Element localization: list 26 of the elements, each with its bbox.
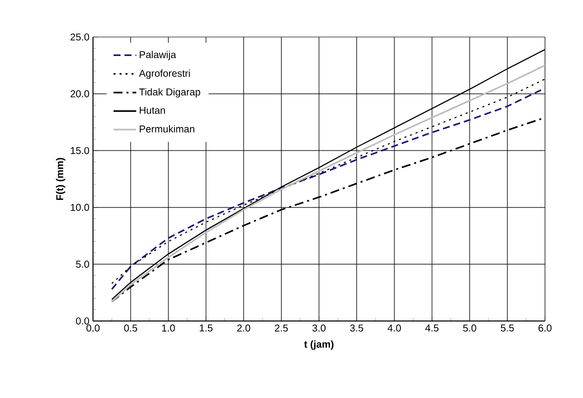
x-tick-label: 4.5	[425, 324, 439, 332]
x-tick-label: 0.5	[124, 324, 138, 332]
x-tick-label: 0.0	[86, 324, 100, 332]
legend-label: Hutan	[140, 106, 165, 114]
x-tick-label: 5.5	[500, 324, 514, 332]
x-tick-label: 1.5	[200, 324, 213, 332]
y-tick-label: 25.0	[70, 33, 90, 41]
y-axis-title: F(t) (mm)	[56, 158, 66, 200]
y-tick-label: 20.0	[70, 90, 90, 98]
x-tick-label: 4.0	[388, 324, 401, 332]
x-tick-label: 3.0	[312, 324, 326, 332]
x-axis-title: t (jam)	[304, 340, 334, 350]
legend-label: Agroforestri	[139, 70, 190, 79]
y-tick-label: 10.0	[70, 204, 90, 211]
y-tick-label: 0.0	[76, 317, 90, 325]
x-tick-label: 1.0	[162, 324, 175, 332]
x-tick-label: 2.0	[237, 324, 250, 332]
legend-label: Tidak Digarap	[139, 88, 200, 98]
x-tick-label: 2.5	[274, 324, 288, 332]
x-tick-label: 6.0	[538, 324, 552, 332]
x-tick-label: 5.0	[463, 324, 476, 332]
x-tick-label: 3.5	[350, 324, 364, 332]
y-tick-label: 15.0	[70, 147, 90, 154]
y-tick-label: 5.0	[76, 260, 90, 268]
legend-label: Palawija	[140, 50, 176, 60]
legend-label: Permukiman	[140, 125, 194, 132]
